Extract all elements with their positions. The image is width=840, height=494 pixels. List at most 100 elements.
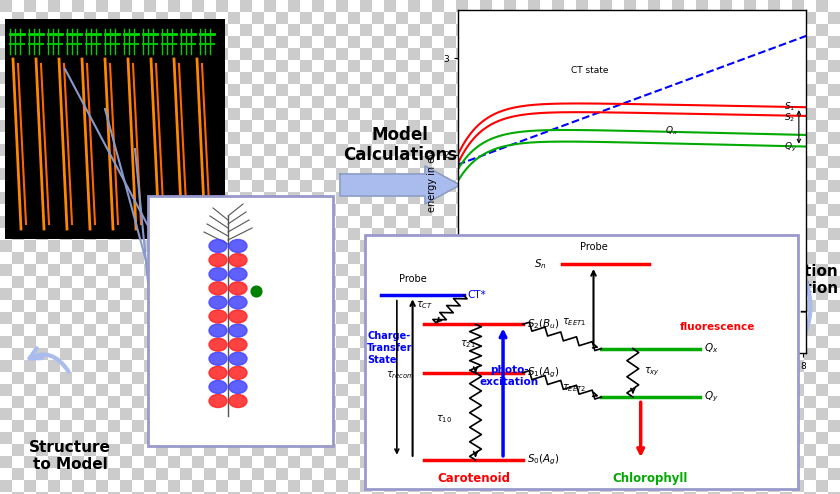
Bar (516, 204, 528, 216)
Bar (180, 396, 192, 408)
Bar (492, 180, 504, 192)
Bar (96, 84, 108, 96)
Bar (144, 168, 156, 180)
Bar (552, 408, 564, 420)
Bar (492, 372, 504, 384)
Bar (60, 432, 72, 444)
Bar (312, 132, 324, 144)
Bar (60, 348, 72, 360)
Bar (96, 108, 108, 120)
Bar (192, 204, 204, 216)
Bar (12, 444, 24, 456)
Bar (192, 396, 204, 408)
Bar (444, 288, 456, 300)
Bar (480, 96, 492, 108)
Bar (300, 372, 312, 384)
Bar (624, 12, 636, 24)
Bar (168, 120, 180, 132)
Bar (456, 168, 468, 180)
Bar (588, 264, 600, 276)
Bar (816, 324, 828, 336)
Bar (804, 468, 816, 480)
Bar (516, 420, 528, 432)
Bar (816, 360, 828, 372)
Bar (300, 60, 312, 72)
Bar (36, 84, 48, 96)
Bar (672, 168, 684, 180)
Bar (516, 168, 528, 180)
Bar (48, 24, 60, 36)
Bar (204, 324, 216, 336)
Bar (396, 132, 408, 144)
Bar (828, 84, 840, 96)
Bar (360, 0, 372, 12)
Bar (420, 48, 432, 60)
Bar (828, 372, 840, 384)
Bar (204, 156, 216, 168)
Bar (12, 336, 24, 348)
Bar (636, 60, 648, 72)
Bar (540, 0, 552, 12)
Bar (108, 192, 120, 204)
Bar (792, 120, 804, 132)
Bar (156, 480, 168, 492)
Bar (336, 252, 348, 264)
Bar (588, 276, 600, 288)
Bar (264, 420, 276, 432)
Bar (528, 324, 540, 336)
Bar (204, 276, 216, 288)
Bar (60, 384, 72, 396)
Bar (348, 168, 360, 180)
Bar (360, 288, 372, 300)
Bar (768, 192, 780, 204)
Bar (480, 456, 492, 468)
Bar (180, 300, 192, 312)
Bar (600, 384, 612, 396)
Bar (180, 312, 192, 324)
Bar (156, 372, 168, 384)
Bar (636, 420, 648, 432)
Bar (804, 108, 816, 120)
Bar (780, 408, 792, 420)
Bar (756, 84, 768, 96)
Bar (96, 216, 108, 228)
Bar (0, 204, 12, 216)
Bar (288, 240, 300, 252)
Bar (684, 396, 696, 408)
Bar (660, 96, 672, 108)
Bar (780, 192, 792, 204)
Bar (828, 324, 840, 336)
Bar (84, 432, 96, 444)
Bar (168, 96, 180, 108)
Bar (720, 204, 732, 216)
Bar (828, 36, 840, 48)
Bar (456, 24, 468, 36)
Bar (48, 408, 60, 420)
Bar (816, 492, 828, 494)
Bar (240, 432, 252, 444)
Text: $\tau_{EET1}$: $\tau_{EET1}$ (562, 316, 586, 328)
Bar (144, 240, 156, 252)
Bar (480, 120, 492, 132)
Bar (360, 84, 372, 96)
Bar (48, 492, 60, 494)
Bar (300, 432, 312, 444)
Bar (540, 300, 552, 312)
Bar (252, 144, 264, 156)
Bar (276, 0, 288, 12)
Bar (396, 84, 408, 96)
Bar (288, 384, 300, 396)
Bar (552, 180, 564, 192)
Bar (84, 372, 96, 384)
Bar (576, 456, 588, 468)
Bar (240, 156, 252, 168)
Bar (312, 204, 324, 216)
Bar (516, 216, 528, 228)
Bar (180, 48, 192, 60)
Bar (660, 240, 672, 252)
Bar (288, 72, 300, 84)
Bar (744, 96, 756, 108)
Bar (600, 456, 612, 468)
Bar (612, 492, 624, 494)
Bar (12, 216, 24, 228)
